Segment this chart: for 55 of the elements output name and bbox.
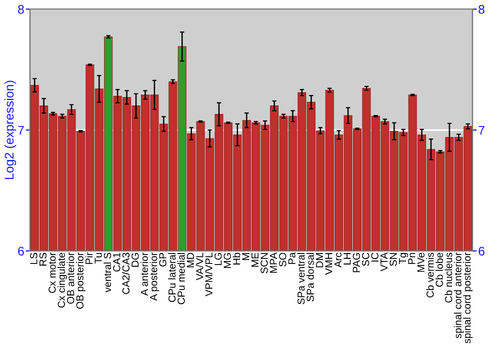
y2-tick-label: 6 — [478, 246, 484, 256]
x-tick-label: VTA — [380, 252, 388, 272]
x-tick-label: OB anterior — [66, 252, 74, 304]
x-tick-label: Tu — [94, 253, 102, 264]
x-tick-label: LG — [214, 253, 222, 266]
x-tick-label: LS — [30, 252, 38, 264]
x-tick-label: PAG — [352, 253, 360, 272]
x-tick-label: Pn — [408, 252, 416, 264]
y2-tick-label: 7 — [478, 126, 484, 135]
x-tick-label: DM — [316, 253, 324, 268]
x-tick-label: VPM/VPL — [205, 252, 212, 296]
x-tick-label: LH — [344, 253, 351, 264]
y-tick-label: 7 — [18, 126, 24, 135]
x-tick-label: SCN — [260, 253, 268, 274]
x-tick-label: A anterior — [140, 252, 148, 296]
x-tick-label: VMH — [325, 253, 332, 275]
y-tick-label: 6 — [18, 246, 24, 256]
x-tick-label: SO — [279, 252, 286, 267]
x-tick-label: SPa dorsal — [306, 253, 314, 302]
x-tick-label: VA/VL — [196, 252, 204, 280]
x-tick-label: A posterior — [150, 252, 160, 301]
x-tick-label: Cb vermis — [426, 252, 434, 298]
x-tick-label: MD — [186, 252, 194, 268]
x-tick-label: Cb nucleus — [444, 252, 452, 303]
x-tick-label: CPu lateral — [168, 253, 176, 302]
x-tick-label: RS — [39, 252, 47, 266]
x-tick-label: M — [242, 253, 250, 260]
x-tick-label: ventral S — [104, 252, 112, 292]
x-tick-label: IC — [371, 252, 378, 262]
x-tick-label: Pa — [288, 252, 296, 264]
x-tick-label: SC — [362, 252, 370, 266]
x-tick-label: spinal cord posterior — [463, 252, 473, 344]
x-tick-label: MG — [224, 253, 231, 268]
x-tick-label: Cb lobe — [436, 252, 443, 287]
x-tick-label: spinal cord anterior — [454, 252, 464, 338]
x-tick-label: DG — [132, 253, 139, 267]
x-tick-label: OB posterior — [76, 252, 86, 309]
x-tick-label: SN — [390, 253, 397, 266]
x-tick-label: GP — [159, 252, 166, 266]
x-tick-label: MVe — [417, 252, 425, 272]
x-tick-label: CPu medial — [177, 253, 185, 304]
x-tick-label: SPa ventral — [297, 253, 305, 304]
x-tick-label: Tg — [399, 252, 408, 264]
x-tick-label: CA1 — [113, 252, 120, 272]
x-tick-label: Pir — [85, 252, 93, 264]
y2-tick-label: 8 — [478, 4, 484, 14]
x-tick-label: Hb — [232, 252, 240, 264]
x-tick-label: Cx cingulate — [58, 252, 67, 308]
x-tick-label: ME — [252, 252, 258, 267]
y-axis-title: Log2 (expression) — [4, 80, 16, 180]
x-tick-label: MPA — [270, 252, 277, 273]
x-tick-label: CA2/CA3 — [122, 252, 130, 294]
y-tick-label: 8 — [18, 4, 24, 14]
x-tick-label: Arc — [334, 252, 342, 268]
x-tick-label: Cx motor — [48, 252, 56, 293]
